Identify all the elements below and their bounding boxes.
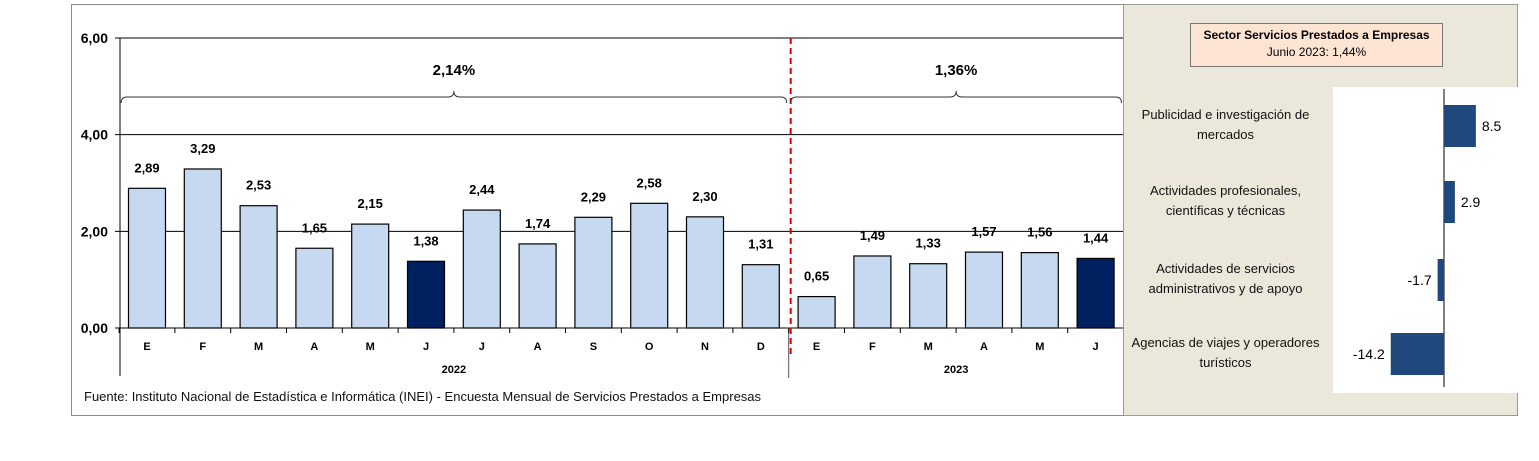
y-tick-label: 4,00 (81, 127, 108, 143)
bar (406, 260, 446, 329)
x-tick-label: J (423, 341, 429, 353)
x-tick-label: M (366, 341, 375, 353)
side-bar (1444, 105, 1476, 147)
source-note: Fuente: Instituto Nacional de Estadístic… (84, 389, 762, 404)
bar (295, 247, 334, 329)
x-tick-label: M (1035, 341, 1044, 353)
side-chart-panel: Sector Servicios Prestados a Empresas Ju… (1123, 4, 1518, 416)
side-category-label-line: Actividades profesionales, (1149, 183, 1302, 198)
bar-value-label: 1,74 (525, 216, 551, 231)
bar-value-label: 3,29 (190, 141, 215, 156)
bar (462, 209, 501, 329)
bar (1020, 252, 1059, 329)
main-chart-frame: 0,00 2,00 4,00 6,00 2,89 E 3,29 F 2,53 M 1,65 A 2,15… (71, 4, 1125, 416)
side-category-label: Agencias de viajes y operadores turístico… (1124, 333, 1327, 373)
year-label: 2022 (442, 364, 466, 376)
bar (964, 251, 1004, 329)
year-label: 2023 (944, 364, 968, 376)
side-bar (1444, 181, 1455, 223)
bar-value-label: 2,30 (692, 189, 717, 204)
bar-value-label: 1,56 (1027, 225, 1052, 240)
side-category-label: Publicidad e investigación de mercados (1124, 105, 1327, 145)
side-bar (1437, 259, 1444, 301)
x-tick-label: A (310, 341, 318, 353)
y-tick-label: 6,00 (81, 30, 108, 46)
side-category-label-line: administrativos y de apoyo (1148, 281, 1303, 296)
bar-value-label: 2,44 (469, 182, 495, 197)
side-category-label-line: Publicidad e investigación de (1141, 107, 1310, 122)
x-tick-label: D (757, 341, 765, 353)
x-tick-label: O (645, 341, 654, 353)
side-bar-value-label: -1.7 (1408, 272, 1432, 288)
bar-value-label: 1,44 (1083, 230, 1109, 245)
side-chart-subtitle: Junio 2023: 1,44% (1266, 45, 1367, 59)
bar-value-label: 1,49 (860, 228, 885, 243)
bar-value-label: 2,29 (581, 189, 606, 204)
bar-value-label: 0,65 (804, 269, 829, 284)
bar (574, 216, 613, 329)
x-tick-label: M (924, 341, 933, 353)
y-tick-label: 0,00 (81, 320, 108, 336)
x-tick-label: A (534, 341, 542, 353)
x-tick-label: F (869, 341, 876, 353)
bar-value-label: 2,58 (637, 175, 662, 190)
bar (239, 205, 278, 329)
bar (127, 187, 167, 329)
bar (797, 295, 836, 329)
bar (685, 216, 725, 329)
x-tick-label: F (199, 341, 206, 353)
bar-value-label: 1,57 (971, 224, 996, 239)
bar-value-label: 1,38 (413, 233, 438, 248)
bar-value-label: 2,89 (134, 160, 159, 175)
side-chart-title-box: Sector Servicios Prestados a Empresas Ju… (1190, 23, 1443, 67)
side-bar-value-label: -14.2 (1353, 346, 1385, 362)
bar (183, 168, 222, 329)
bar-value-label: 2,53 (246, 178, 271, 193)
bar-value-label: 2,15 (358, 196, 383, 211)
side-bar-value-label: 2.9 (1461, 194, 1481, 210)
side-category-label-line: mercados (1196, 127, 1255, 142)
bar (630, 202, 669, 329)
bar (351, 223, 390, 329)
x-tick-label: A (980, 341, 988, 353)
bar-value-label: 1,65 (302, 220, 327, 235)
bar (1076, 257, 1115, 329)
side-category-label: Actividades profesionales, científicas y … (1124, 181, 1327, 221)
period-bracket (120, 90, 788, 104)
bar (853, 255, 892, 329)
side-chart-title: Sector Servicios Prestados a Empresas (1203, 28, 1430, 42)
period-average-label: 2,14% (433, 62, 476, 79)
bar (518, 243, 557, 329)
bar (909, 263, 948, 329)
side-category-label-line: científicas y técnicas (1165, 203, 1286, 218)
side-bar-chart: 8.5 2.9 -1.7 -14.2 (1353, 89, 1502, 387)
side-category-label-line: Actividades de servicios (1156, 261, 1295, 276)
x-tick-label: E (813, 341, 820, 353)
x-tick-label: J (1093, 341, 1099, 353)
x-tick-label: E (143, 341, 150, 353)
x-tick-label: N (701, 341, 709, 353)
side-category-label-line: turísticos (1199, 355, 1252, 370)
y-tick-label: 2,00 (81, 223, 108, 239)
side-bar (1390, 333, 1444, 375)
bar (741, 264, 780, 329)
x-tick-label: J (479, 341, 485, 353)
main-bar-chart: 0,00 2,00 4,00 6,00 2,89 E 3,29 F 2,53 M 1,65 A 2,15… (81, 30, 1124, 378)
x-tick-label: S (590, 341, 597, 353)
bar-value-label: 1,33 (916, 236, 941, 251)
side-category-label-line: Agencias de viajes y operadores (1131, 335, 1320, 350)
side-category-label: Actividades de servicios administrativos … (1124, 259, 1327, 299)
bar-value-label: 1,31 (748, 237, 773, 252)
x-tick-label: M (254, 341, 263, 353)
side-bar-value-label: 8.5 (1482, 118, 1502, 134)
period-average-label: 1,36% (935, 62, 978, 79)
period-bracket (790, 90, 1122, 104)
